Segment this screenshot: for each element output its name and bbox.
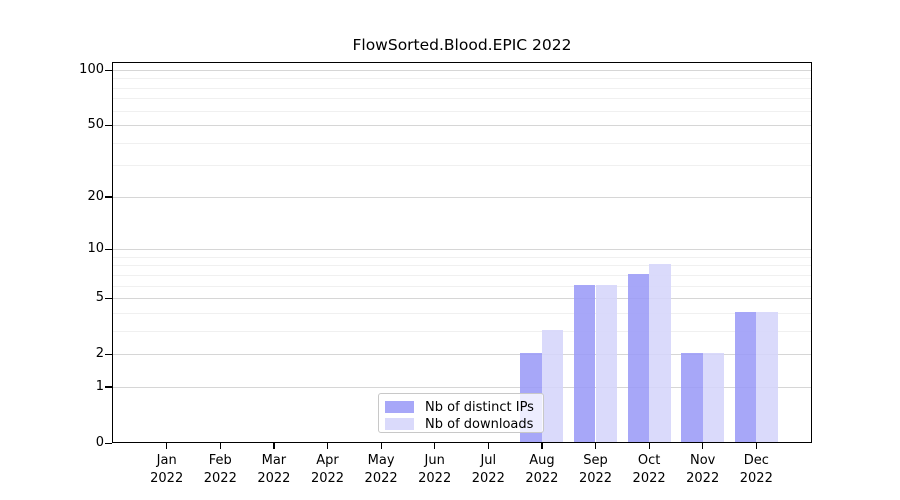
y-tick-label: 0 — [95, 435, 104, 450]
bar-distinct-ips — [681, 353, 703, 442]
major-gridline — [113, 354, 811, 356]
x-tick-label: Sep 2022 — [578, 453, 613, 486]
x-tick-label: Jun 2022 — [418, 453, 452, 486]
y-tick-label: 1 — [95, 378, 104, 394]
minor-gridline — [113, 98, 811, 100]
minor-gridline — [113, 312, 811, 314]
minor-gridline — [113, 330, 811, 332]
major-gridline — [113, 249, 811, 251]
plot-area — [112, 62, 812, 443]
x-tick-mark — [273, 443, 275, 449]
x-tick-label: Nov 2022 — [686, 453, 720, 486]
legend-entry-downloads: Nb of downloads — [385, 416, 537, 432]
x-tick-mark — [219, 443, 221, 449]
minor-gridline — [113, 142, 811, 144]
y-tick-label: 20 — [87, 188, 104, 204]
bar-downloads — [756, 311, 778, 442]
x-tick-mark — [487, 443, 489, 449]
x-tick-label: Feb 2022 — [203, 453, 237, 486]
major-gridline — [113, 386, 811, 388]
x-tick-mark — [595, 443, 597, 449]
x-tick-label: May 2022 — [364, 453, 398, 486]
bar-downloads — [595, 284, 618, 442]
minor-gridline — [113, 265, 811, 267]
x-tick-mark — [755, 443, 757, 449]
y-tick-mark — [105, 353, 112, 355]
y-tick-mark — [105, 69, 112, 71]
legend-entry-distinct-ips: Nb of distinct IPs — [385, 399, 537, 415]
legend: Nb of distinct IPs Nb of downloads — [378, 393, 544, 433]
bar-downloads — [702, 353, 725, 442]
minor-gridline — [113, 274, 811, 276]
x-tick-mark — [380, 443, 382, 449]
legend-swatch-distinct-ips-icon — [385, 401, 414, 413]
major-gridline — [113, 196, 811, 198]
y-tick-mark — [105, 386, 112, 388]
minor-gridline — [113, 78, 811, 80]
x-tick-label: Jan 2022 — [150, 453, 184, 486]
major-gridline — [113, 70, 811, 71]
bar-distinct-ips — [573, 284, 596, 442]
major-gridline — [113, 298, 811, 300]
bar-downloads — [649, 264, 671, 442]
x-tick-label: Oct 2022 — [632, 453, 666, 486]
bar-distinct-ips — [734, 311, 757, 442]
y-tick-label: 2 — [95, 346, 104, 362]
minor-gridline — [113, 87, 811, 89]
minor-gridline — [113, 256, 811, 258]
x-tick-label: Dec 2022 — [739, 453, 773, 486]
x-tick-mark — [541, 443, 543, 449]
x-tick-label: Jul 2022 — [471, 453, 505, 486]
legend-swatch-downloads-icon — [385, 418, 414, 430]
minor-gridline — [113, 285, 811, 287]
x-tick-mark — [327, 443, 329, 449]
y-tick-mark — [105, 248, 112, 250]
major-gridline — [113, 125, 811, 127]
x-tick-label: Aug 2022 — [525, 453, 559, 486]
y-tick-mark — [105, 196, 112, 198]
legend-label-downloads: Nb of downloads — [425, 416, 534, 432]
chart-title: FlowSorted.Blood.EPIC 2022 — [352, 36, 572, 54]
x-tick-mark — [434, 443, 436, 449]
x-tick-label: Mar 2022 — [257, 453, 291, 486]
x-tick-mark — [166, 443, 168, 449]
y-tick-label: 100 — [79, 62, 104, 77]
x-tick-mark — [648, 443, 650, 449]
y-tick-label: 50 — [87, 117, 104, 133]
bar-downloads — [541, 329, 564, 442]
x-tick-mark — [702, 443, 704, 449]
x-tick-label: Apr 2022 — [310, 453, 345, 486]
minor-gridline — [113, 110, 811, 112]
bar-distinct-ips — [627, 273, 650, 442]
y-tick-mark — [105, 297, 112, 299]
y-tick-label: 5 — [95, 290, 104, 306]
y-tick-mark — [105, 442, 112, 444]
minor-gridline — [113, 165, 811, 167]
y-tick-mark — [105, 124, 112, 126]
legend-label-distinct-ips: Nb of distinct IPs — [425, 399, 534, 415]
y-tick-label: 10 — [87, 241, 104, 257]
